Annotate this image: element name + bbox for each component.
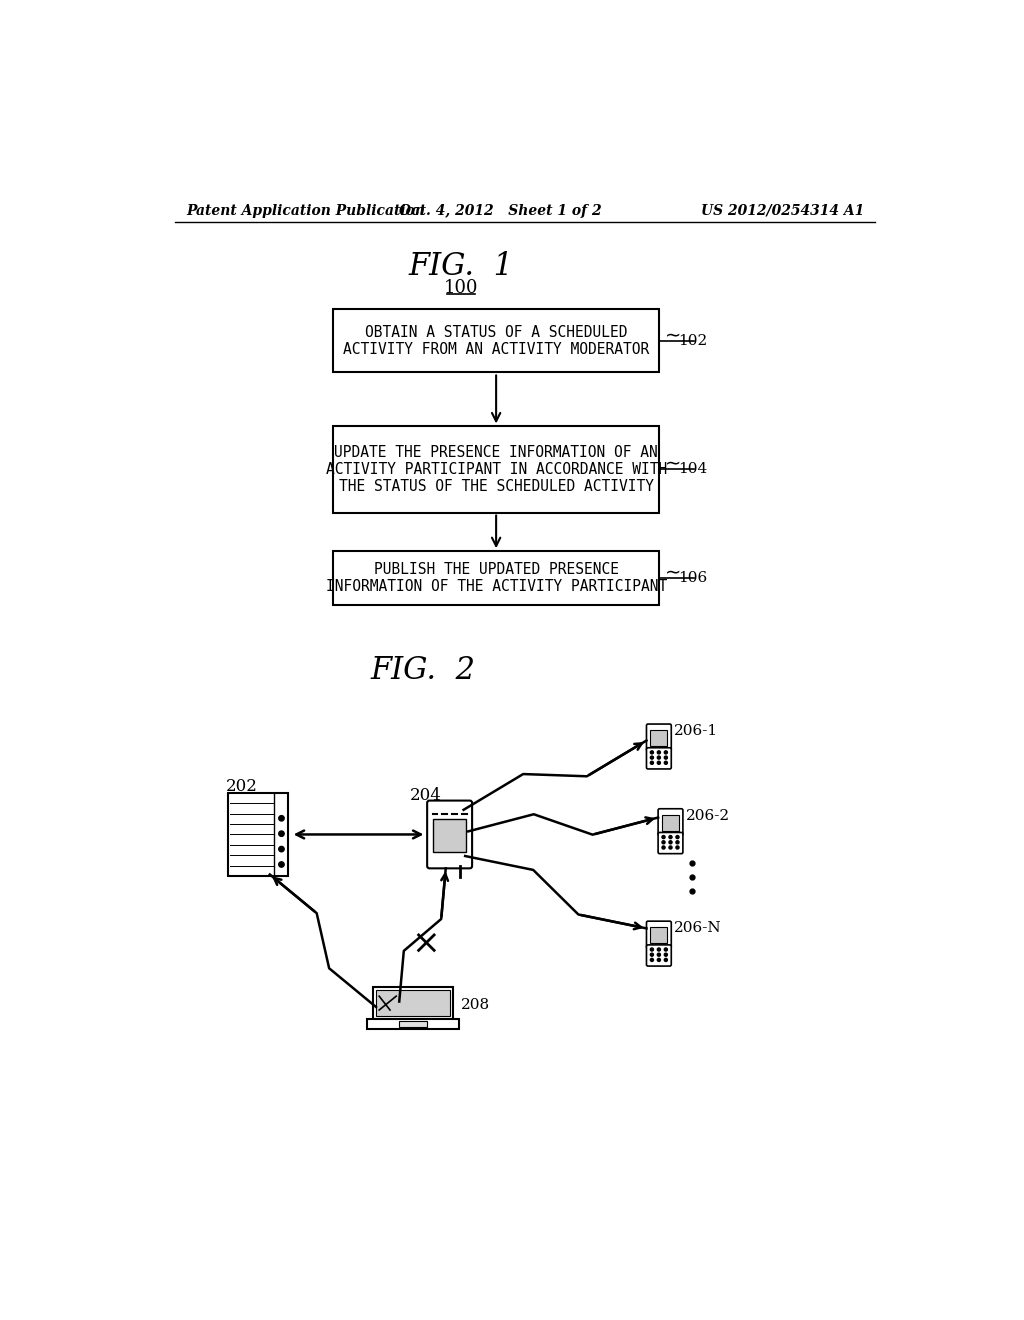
FancyBboxPatch shape [646,945,672,966]
Text: 206-1: 206-1 [675,725,719,738]
Text: US 2012/0254314 A1: US 2012/0254314 A1 [701,203,864,218]
FancyBboxPatch shape [433,820,466,853]
FancyBboxPatch shape [368,1019,459,1030]
Circle shape [657,948,660,950]
Circle shape [279,816,285,821]
Text: 202: 202 [225,779,257,795]
FancyBboxPatch shape [334,426,658,512]
Circle shape [669,846,672,849]
Circle shape [669,841,672,843]
Circle shape [650,948,653,950]
Text: 104: 104 [678,462,708,477]
FancyBboxPatch shape [228,793,289,876]
Circle shape [662,841,665,843]
Text: Oct. 4, 2012   Sheet 1 of 2: Oct. 4, 2012 Sheet 1 of 2 [398,203,601,218]
FancyBboxPatch shape [658,833,683,854]
FancyBboxPatch shape [334,309,658,372]
FancyBboxPatch shape [376,990,451,1016]
Circle shape [650,953,653,956]
Text: 100: 100 [444,279,478,297]
Circle shape [665,953,668,956]
Circle shape [657,756,660,759]
Circle shape [676,846,679,849]
FancyBboxPatch shape [334,552,658,605]
Text: OBTAIN A STATUS OF A SCHEDULED
ACTIVITY FROM AN ACTIVITY MODERATOR: OBTAIN A STATUS OF A SCHEDULED ACTIVITY … [343,325,649,358]
FancyBboxPatch shape [646,921,672,948]
Circle shape [650,756,653,759]
Circle shape [665,751,668,754]
Circle shape [665,948,668,950]
Text: Patent Application Publication: Patent Application Publication [186,203,425,218]
Circle shape [665,756,668,759]
Circle shape [650,762,653,764]
FancyBboxPatch shape [662,814,679,830]
Circle shape [676,836,679,838]
Circle shape [657,751,660,754]
Text: PUBLISH THE UPDATED PRESENCE
INFORMATION OF THE ACTIVITY PARTICIPANT: PUBLISH THE UPDATED PRESENCE INFORMATION… [326,562,667,594]
FancyBboxPatch shape [646,747,672,770]
Text: FIG.  1: FIG. 1 [409,251,514,281]
Circle shape [665,762,668,764]
Circle shape [665,958,668,961]
Circle shape [657,953,660,956]
Circle shape [650,958,653,961]
Text: 106: 106 [678,572,708,585]
Text: 206-N: 206-N [675,921,722,936]
Circle shape [676,841,679,843]
FancyBboxPatch shape [373,987,454,1019]
FancyBboxPatch shape [650,730,668,746]
Text: ∼: ∼ [665,564,681,582]
Text: 206-2: 206-2 [686,809,730,822]
Text: 204: 204 [410,788,441,804]
FancyBboxPatch shape [658,809,683,836]
Text: ∼: ∼ [665,326,681,345]
Text: ∼: ∼ [665,454,681,474]
Circle shape [279,846,285,851]
FancyBboxPatch shape [646,725,672,751]
FancyBboxPatch shape [427,800,472,869]
Circle shape [279,832,285,837]
Text: UPDATE THE PRESENCE INFORMATION OF AN
ACTIVITY PARTICIPANT IN ACCORDANCE WITH
TH: UPDATE THE PRESENCE INFORMATION OF AN AC… [326,445,667,495]
Text: 102: 102 [678,334,708,348]
Circle shape [662,836,665,838]
FancyBboxPatch shape [650,928,668,944]
FancyBboxPatch shape [399,1020,427,1027]
Circle shape [662,846,665,849]
Circle shape [650,751,653,754]
Circle shape [279,862,285,867]
Circle shape [657,958,660,961]
Circle shape [669,836,672,838]
Text: 208: 208 [461,998,490,1012]
Circle shape [657,762,660,764]
Text: FIG.  2: FIG. 2 [370,655,475,686]
